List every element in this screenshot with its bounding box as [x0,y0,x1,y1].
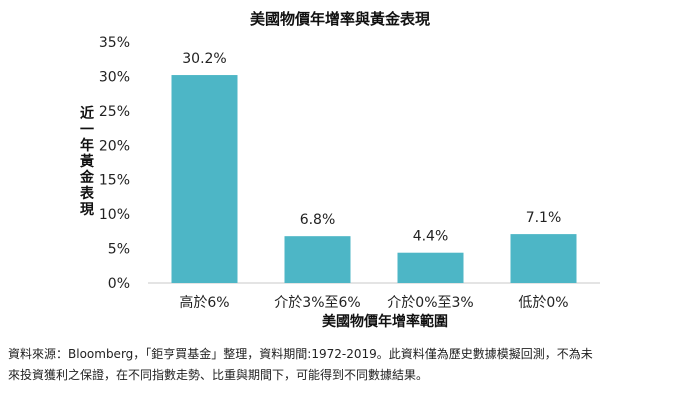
bar-data-label: 4.4% [413,229,449,245]
bar [171,75,238,284]
x-tick-label: 介於0%至3% [387,295,473,311]
x-axis-label: 美國物價年增率範圍 [322,313,448,330]
bar [510,234,577,283]
bar-data-label: 6.8% [300,212,336,228]
x-tick-label: 高於6% [179,294,229,311]
y-tick-label: 10% [99,207,130,223]
bar [397,252,464,283]
bar [284,236,351,283]
x-tick-label: 低於0% [518,295,568,311]
y-tick-label: 20% [99,138,130,154]
x-tick-label: 介於3%至6% [274,295,360,311]
y-tick-label: 25% [99,104,130,120]
source-footnote: 資料來源：Bloomberg，「鉅亨買基金」整理，資料期間:1972-2019。… [8,344,672,386]
chart-area: 美國物價年增率與黃金表現 0% 5% 10% 15% 20% 25% 30% 35% 近一年黃金表… [79,10,600,330]
y-axis-label: 近一年黃金表現 [79,105,95,218]
bar-chart: 美國物價年增率與黃金表現 0% 5% 10% 15% 20% 25% 30% 35% 近一年黃金表… [79,10,600,330]
footnote-line-2: 來投資獲利之保證，在不同指數走勢、比重與期間下，可能得到不同數據結果。 [8,368,429,382]
bar-data-label: 30.2% [182,51,226,67]
y-tick-label: 5% [108,242,130,258]
bar-data-label: 7.1% [526,210,562,226]
y-tick-label: 30% [99,69,130,85]
y-tick-label: 35% [99,35,130,51]
footnote-line-1: 資料來源：Bloomberg，「鉅亨買基金」整理，資料期間:1972-2019。… [8,347,593,361]
y-tick-label: 0% [108,276,130,292]
y-tick-label: 15% [99,173,130,189]
chart-title: 美國物價年增率與黃金表現 [250,10,430,28]
